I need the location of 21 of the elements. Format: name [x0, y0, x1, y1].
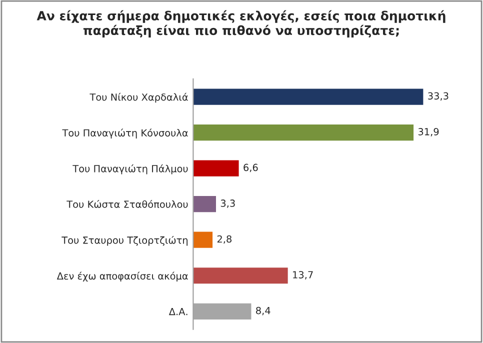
y-tick-label: Του Σταυρου Τζιορτζιώτη [62, 236, 188, 246]
bar [193, 160, 239, 176]
bar [193, 124, 414, 141]
chart-title: Αν είχατε σήμερα δημοτικές εκλογές, εσείς ποια δημοτική παράταξη είναι πιο πιθανό να υποστηρίζατε; [36, 10, 446, 38]
data-label: 13,7 [293, 271, 313, 280]
bar [193, 268, 288, 284]
y-tick-label: Δ.Α. [168, 308, 188, 316]
y-tick-label: Του Παναγιώτη Πάλμου [72, 164, 188, 174]
y-tick-label: Του Νίκου Χαρδαλιά [90, 92, 188, 103]
data-label: 8,4 [256, 306, 270, 316]
data-label: 33,3 [428, 92, 448, 101]
data-label: 3,3 [220, 200, 235, 208]
y-tick-label: Του Παναγιώτη Κόνσουλα [62, 128, 188, 138]
y-tick-label: Δεν έχω αποφασίσει ακόμα [56, 272, 188, 282]
y-tick-label: Του Κώστα Σταθόπουλου [66, 200, 188, 208]
data-label: 31,9 [418, 128, 439, 136]
bar [193, 88, 424, 105]
bar [193, 232, 213, 248]
data-label: 2,8 [217, 235, 232, 244]
data-label: 6,6 [244, 164, 258, 172]
bar [193, 196, 216, 212]
